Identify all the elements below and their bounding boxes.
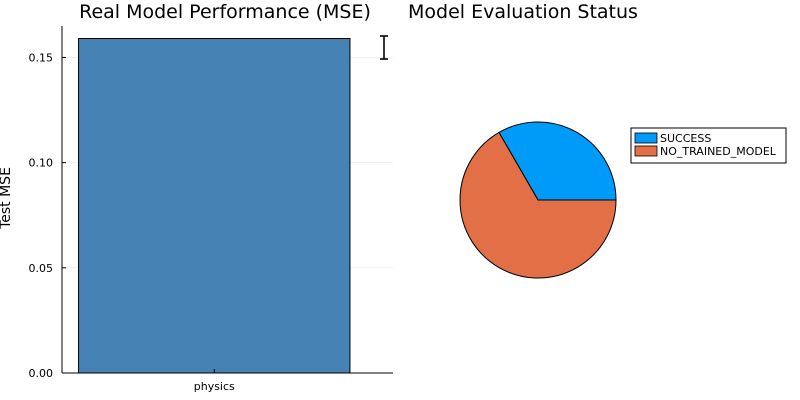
y-tick-label: 0.05	[29, 262, 54, 275]
x-tick-label: physics	[194, 380, 235, 393]
bar-chart-marks	[78, 35, 388, 374]
pie-slice-success	[498, 121, 617, 201]
error-bar	[380, 35, 388, 60]
bar-chart-ylabel: Test MSE	[0, 167, 14, 230]
bar-chart: Real Model Performance (MSE) 0.00 0.05 0.1…	[0, 1, 393, 393]
bar	[78, 38, 351, 374]
pie-chart-slices	[459, 121, 617, 279]
y-tick-label: 0.10	[29, 157, 54, 170]
y-tick-label: 0.00	[29, 367, 54, 380]
legend-swatch	[634, 132, 658, 144]
pie-slice-no-trained-model	[459, 131, 617, 279]
bar-chart-title: Real Model Performance (MSE)	[79, 1, 371, 23]
pie-chart: Model Evaluation Status SUCCESSNO_TRAINE…	[408, 1, 787, 279]
legend-label: NO_TRAINED_MODEL	[660, 145, 777, 158]
bar-chart-axes: 0.00 0.05 0.10 0.15 physics	[29, 26, 393, 393]
legend-label: SUCCESS	[660, 132, 711, 145]
pie-chart-title: Model Evaluation Status	[408, 1, 638, 23]
y-tick-label: 0.15	[29, 51, 54, 64]
legend-swatch	[634, 145, 658, 157]
